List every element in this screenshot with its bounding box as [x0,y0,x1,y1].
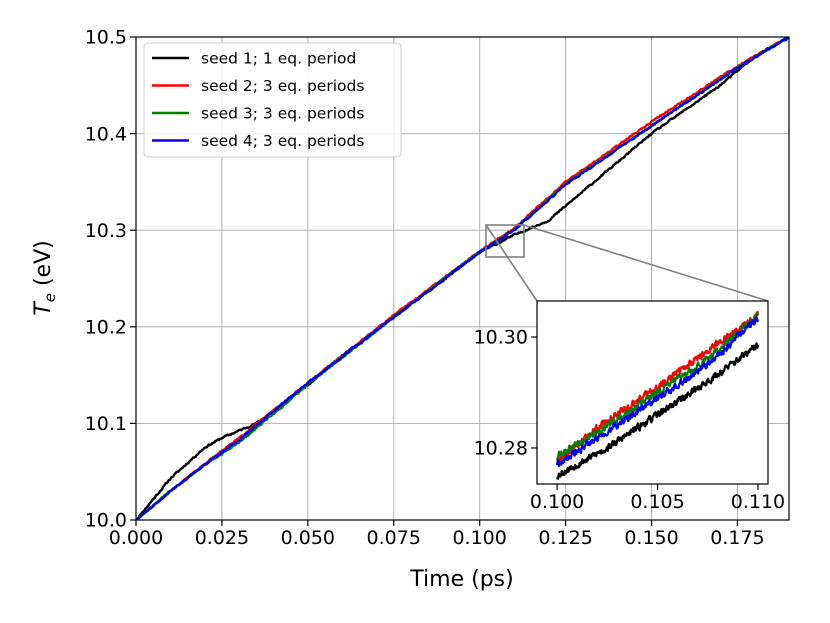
main-y-tick-label: 10.3 [85,220,127,242]
main-x-tick-label: 0.175 [710,527,764,549]
x-axis-label: Time (ps) [409,567,513,592]
main-y-tick-label: 10.5 [85,27,127,49]
zoom-region-box [485,224,525,258]
inset-series-line-4 [556,316,760,468]
inset-y-tick-label: 10.30 [474,327,528,349]
inset-series-group [556,310,760,480]
y-axis-label-symbol: T [31,301,56,316]
legend-box [143,42,402,158]
main-x-tick-label: 0.000 [109,527,163,549]
main-plot-frame [135,36,790,521]
main-x-tick-label: 0.100 [452,527,506,549]
inset-series-line-1 [556,342,760,480]
legend-label-2: seed 2; 3 eq. periods [201,77,364,95]
main-y-tick-label: 10.0 [85,510,127,532]
zoom-connector-left [485,224,538,302]
main-x-tick-label: 0.075 [367,527,421,549]
legend-label-3: seed 3; 3 eq. periods [201,105,364,123]
zoom-connector-right [523,224,769,302]
inset-x-tick-label: 0.110 [731,491,785,513]
y-axis-label-subscript: e [41,293,59,302]
inset-series-line-3 [556,312,760,461]
main-x-tick-label: 0.025 [195,527,249,549]
main-series-group [136,37,789,520]
legend: seed 1; 1 eq. period seed 2; 3 eq. period… [143,42,402,158]
main-series-line-4 [136,37,789,520]
main-y-tick-label: 10.2 [85,316,127,338]
legend-label-4: seed 4; 3 eq. periods [201,132,364,150]
main-y-tick-label: 10.1 [85,413,127,435]
inset-plot-frame [536,300,769,485]
inset-x-ticks: 0.100 0.105 0.110 [530,484,785,513]
legend-label-1: seed 1; 1 eq. period [201,50,356,68]
main-x-ticks: 0.000 0.025 0.050 0.075 0.100 0.125 0.150 0.175 [109,520,765,549]
main-x-tick-label: 0.125 [538,527,592,549]
main-y-tick-label: 10.4 [85,123,127,145]
inset-y-tick-label: 10.28 [474,438,528,460]
inset-x-tick-label: 0.105 [630,491,684,513]
y-axis-label: Te (eV) [31,240,59,315]
main-x-tick-label: 0.150 [624,527,678,549]
main-y-ticks: 10.0 10.1 10.2 10.3 10.4 10.5 [85,27,136,532]
main-x-tick-label: 0.050 [281,527,335,549]
y-axis-label-unit: (eV) [31,240,56,293]
inset-y-ticks: 10.28 10.30 [474,327,537,460]
zoom-indicator [485,224,769,302]
inset-x-tick-label: 0.100 [530,491,584,513]
